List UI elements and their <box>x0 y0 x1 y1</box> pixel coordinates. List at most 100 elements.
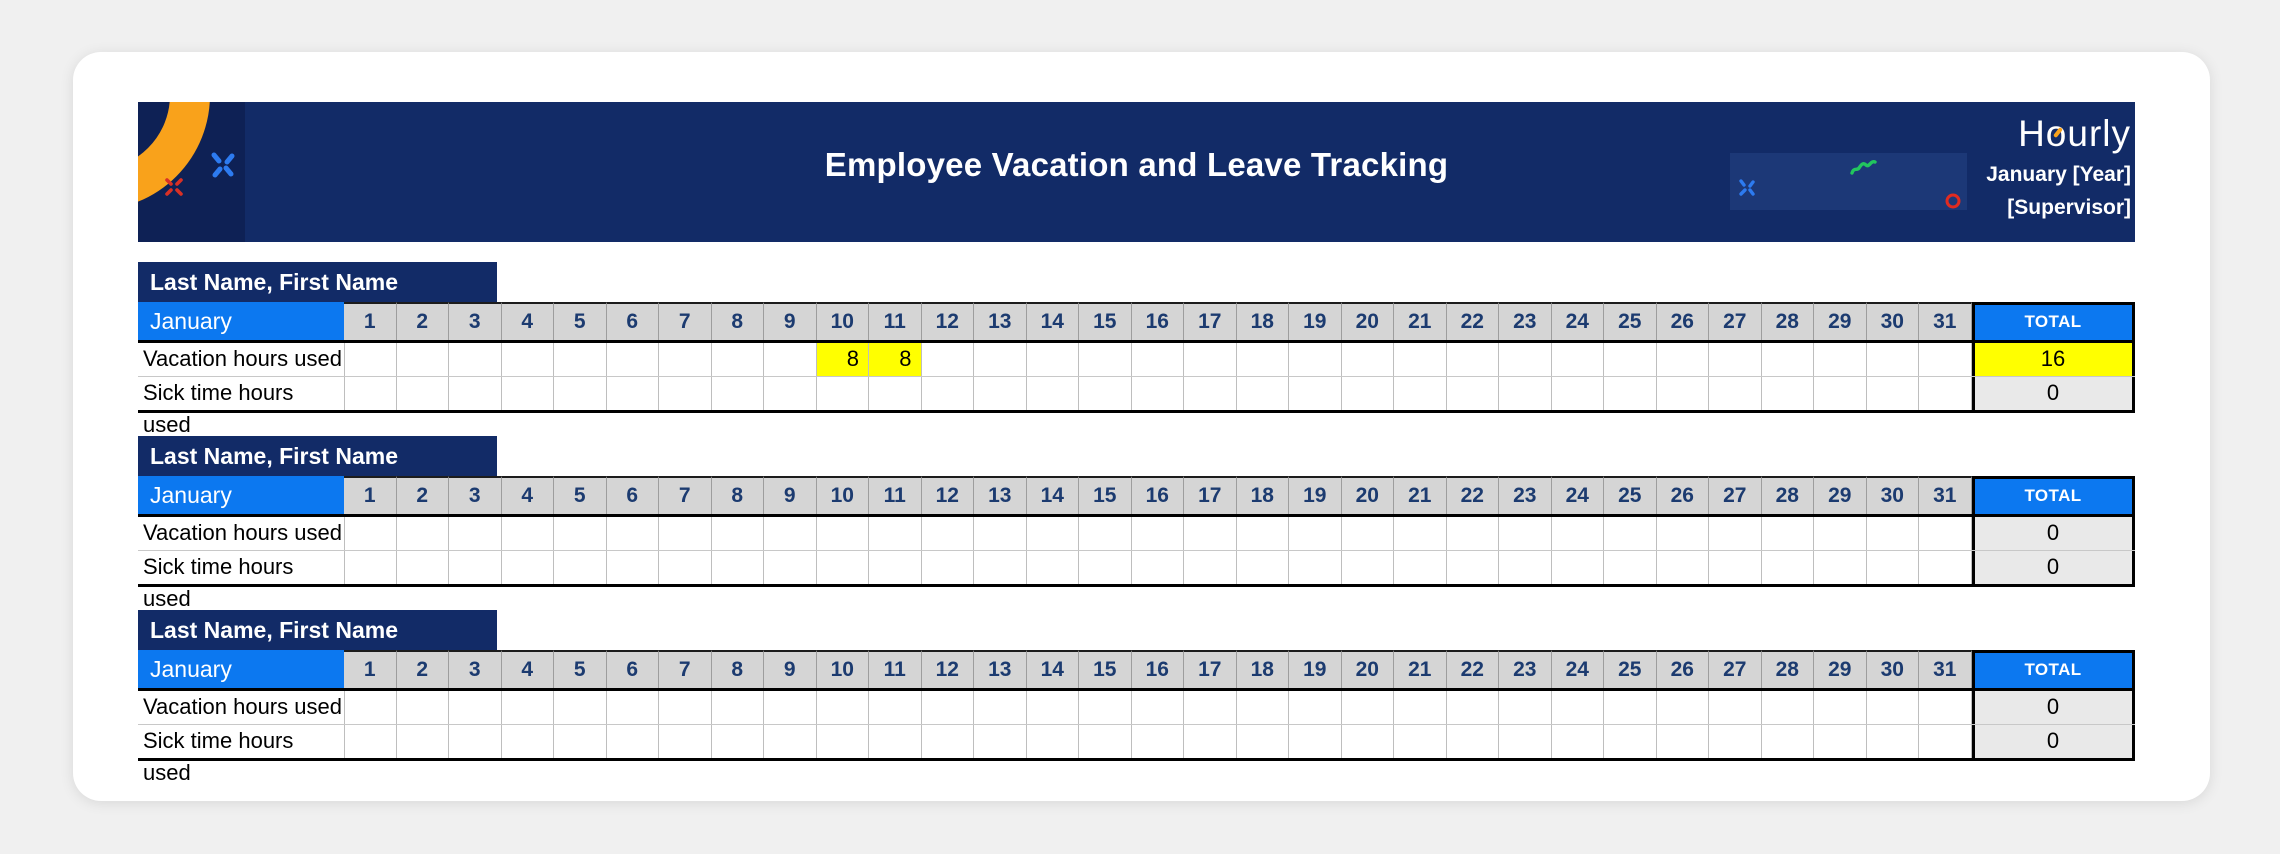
day-value-cell[interactable] <box>1604 517 1657 550</box>
day-value-cell[interactable] <box>449 517 502 550</box>
day-value-cell[interactable] <box>1236 517 1289 550</box>
day-value-cell[interactable] <box>1551 551 1604 584</box>
day-value-cell[interactable] <box>501 691 554 724</box>
day-value-cell[interactable] <box>501 377 554 410</box>
day-value-cell[interactable] <box>764 551 817 584</box>
day-value-cell[interactable] <box>711 377 764 410</box>
day-value-cell[interactable] <box>921 725 974 758</box>
day-value-cell[interactable] <box>1289 377 1342 410</box>
day-value-cell[interactable] <box>1079 725 1132 758</box>
day-value-cell[interactable] <box>869 517 922 550</box>
day-value-cell[interactable] <box>1184 517 1237 550</box>
day-value-cell[interactable] <box>1079 517 1132 550</box>
day-value-cell[interactable] <box>501 725 554 758</box>
day-value-cell[interactable] <box>606 725 659 758</box>
day-value-cell[interactable]: 8 <box>816 343 869 376</box>
day-value-cell[interactable] <box>764 377 817 410</box>
day-value-cell[interactable] <box>1131 551 1184 584</box>
day-value-cell[interactable] <box>1446 517 1499 550</box>
day-value-cell[interactable] <box>1814 551 1867 584</box>
day-value-cell[interactable] <box>921 343 974 376</box>
day-value-cell[interactable] <box>1079 377 1132 410</box>
day-value-cell[interactable] <box>1131 725 1184 758</box>
day-value-cell[interactable] <box>1446 343 1499 376</box>
day-value-cell[interactable] <box>1394 691 1447 724</box>
day-value-cell[interactable] <box>1814 343 1867 376</box>
day-value-cell[interactable] <box>449 343 502 376</box>
day-value-cell[interactable] <box>344 725 397 758</box>
day-value-cell[interactable]: 8 <box>869 343 922 376</box>
day-value-cell[interactable] <box>1709 725 1762 758</box>
day-value-cell[interactable] <box>449 377 502 410</box>
day-value-cell[interactable] <box>921 377 974 410</box>
day-value-cell[interactable] <box>1814 691 1867 724</box>
day-value-cell[interactable] <box>1919 377 1972 410</box>
day-value-cell[interactable] <box>396 725 449 758</box>
day-value-cell[interactable] <box>606 551 659 584</box>
day-value-cell[interactable] <box>1499 551 1552 584</box>
day-value-cell[interactable] <box>1604 377 1657 410</box>
day-value-cell[interactable] <box>1866 725 1919 758</box>
day-value-cell[interactable] <box>344 691 397 724</box>
day-value-cell[interactable] <box>344 551 397 584</box>
day-value-cell[interactable] <box>1656 691 1709 724</box>
day-value-cell[interactable] <box>1499 377 1552 410</box>
employee-name-cell[interactable]: Last Name, First Name <box>138 262 497 302</box>
day-value-cell[interactable] <box>1919 691 1972 724</box>
day-value-cell[interactable] <box>1341 725 1394 758</box>
day-value-cell[interactable] <box>1866 691 1919 724</box>
day-value-cell[interactable] <box>1499 691 1552 724</box>
day-value-cell[interactable] <box>711 343 764 376</box>
day-value-cell[interactable] <box>659 725 712 758</box>
day-value-cell[interactable] <box>1026 517 1079 550</box>
day-value-cell[interactable] <box>1394 377 1447 410</box>
day-value-cell[interactable] <box>1866 377 1919 410</box>
day-value-cell[interactable] <box>1656 551 1709 584</box>
day-value-cell[interactable] <box>659 377 712 410</box>
day-value-cell[interactable] <box>1656 343 1709 376</box>
day-value-cell[interactable] <box>554 725 607 758</box>
day-value-cell[interactable] <box>606 691 659 724</box>
day-value-cell[interactable] <box>1236 377 1289 410</box>
period-label[interactable]: January [Year] <box>1986 163 2131 186</box>
day-value-cell[interactable] <box>1289 343 1342 376</box>
day-value-cell[interactable] <box>396 551 449 584</box>
day-value-cell[interactable] <box>921 691 974 724</box>
day-value-cell[interactable] <box>1394 517 1447 550</box>
day-value-cell[interactable] <box>1761 725 1814 758</box>
day-value-cell[interactable] <box>1236 691 1289 724</box>
day-value-cell[interactable] <box>1709 343 1762 376</box>
day-value-cell[interactable] <box>449 725 502 758</box>
day-value-cell[interactable] <box>659 517 712 550</box>
day-value-cell[interactable] <box>1341 691 1394 724</box>
day-value-cell[interactable] <box>1026 343 1079 376</box>
day-value-cell[interactable] <box>1289 691 1342 724</box>
day-value-cell[interactable] <box>1656 517 1709 550</box>
day-value-cell[interactable] <box>711 551 764 584</box>
day-value-cell[interactable] <box>344 517 397 550</box>
day-value-cell[interactable] <box>869 377 922 410</box>
day-value-cell[interactable] <box>1919 725 1972 758</box>
day-value-cell[interactable] <box>1341 343 1394 376</box>
day-value-cell[interactable] <box>554 377 607 410</box>
day-value-cell[interactable] <box>449 691 502 724</box>
day-value-cell[interactable] <box>1394 551 1447 584</box>
day-value-cell[interactable] <box>974 377 1027 410</box>
day-value-cell[interactable] <box>1184 725 1237 758</box>
day-value-cell[interactable] <box>1394 343 1447 376</box>
day-value-cell[interactable] <box>1131 517 1184 550</box>
day-value-cell[interactable] <box>396 517 449 550</box>
day-value-cell[interactable] <box>1551 377 1604 410</box>
day-value-cell[interactable] <box>764 517 817 550</box>
day-value-cell[interactable] <box>1919 343 1972 376</box>
day-value-cell[interactable] <box>1604 343 1657 376</box>
day-value-cell[interactable] <box>974 725 1027 758</box>
day-value-cell[interactable] <box>1184 343 1237 376</box>
day-value-cell[interactable] <box>1761 377 1814 410</box>
employee-name-cell[interactable]: Last Name, First Name <box>138 436 497 476</box>
day-value-cell[interactable] <box>1551 725 1604 758</box>
day-value-cell[interactable] <box>1236 343 1289 376</box>
day-value-cell[interactable] <box>659 551 712 584</box>
day-value-cell[interactable] <box>1499 343 1552 376</box>
day-value-cell[interactable] <box>974 551 1027 584</box>
